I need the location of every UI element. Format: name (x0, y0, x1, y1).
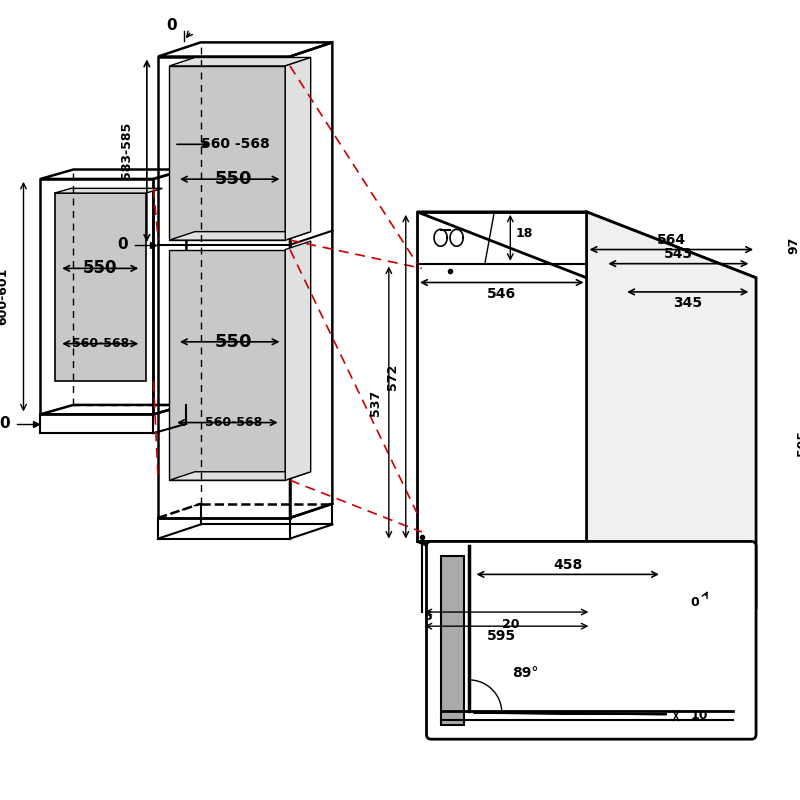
Text: 0: 0 (117, 238, 128, 252)
Text: 560-568: 560-568 (205, 416, 262, 429)
Polygon shape (170, 66, 286, 240)
Text: 595: 595 (487, 629, 516, 642)
Polygon shape (441, 555, 464, 725)
Text: 543: 543 (664, 247, 693, 262)
Text: 345: 345 (674, 296, 702, 310)
Text: 5: 5 (424, 610, 433, 623)
Text: 550: 550 (215, 333, 253, 351)
Text: 583-585: 583-585 (120, 122, 133, 179)
Polygon shape (586, 212, 756, 607)
Text: 537: 537 (369, 390, 382, 416)
Text: 97: 97 (787, 236, 800, 254)
Polygon shape (417, 542, 756, 607)
Text: 89°: 89° (512, 666, 538, 680)
Text: 560 -568: 560 -568 (202, 138, 270, 151)
Text: 0: 0 (0, 416, 10, 431)
Polygon shape (54, 193, 146, 382)
Text: 564: 564 (657, 233, 686, 247)
Text: 572: 572 (386, 363, 399, 390)
Text: 550: 550 (215, 170, 253, 188)
Polygon shape (170, 250, 286, 480)
Text: 546: 546 (487, 286, 516, 301)
Polygon shape (286, 58, 310, 240)
Text: 10: 10 (691, 709, 708, 722)
Polygon shape (54, 188, 162, 193)
Text: 595: 595 (796, 430, 800, 456)
Text: 560-568: 560-568 (72, 338, 129, 350)
Text: 18: 18 (516, 226, 533, 239)
Text: 0: 0 (690, 596, 699, 609)
Text: 600-601: 600-601 (0, 268, 10, 326)
Text: 20: 20 (502, 618, 520, 630)
Polygon shape (170, 472, 310, 480)
Polygon shape (170, 58, 310, 66)
FancyBboxPatch shape (426, 542, 756, 739)
Text: 0: 0 (166, 18, 177, 33)
Text: 550: 550 (83, 259, 118, 278)
Polygon shape (474, 713, 666, 714)
Text: 458: 458 (553, 558, 582, 572)
Polygon shape (286, 241, 310, 480)
Polygon shape (170, 232, 310, 240)
